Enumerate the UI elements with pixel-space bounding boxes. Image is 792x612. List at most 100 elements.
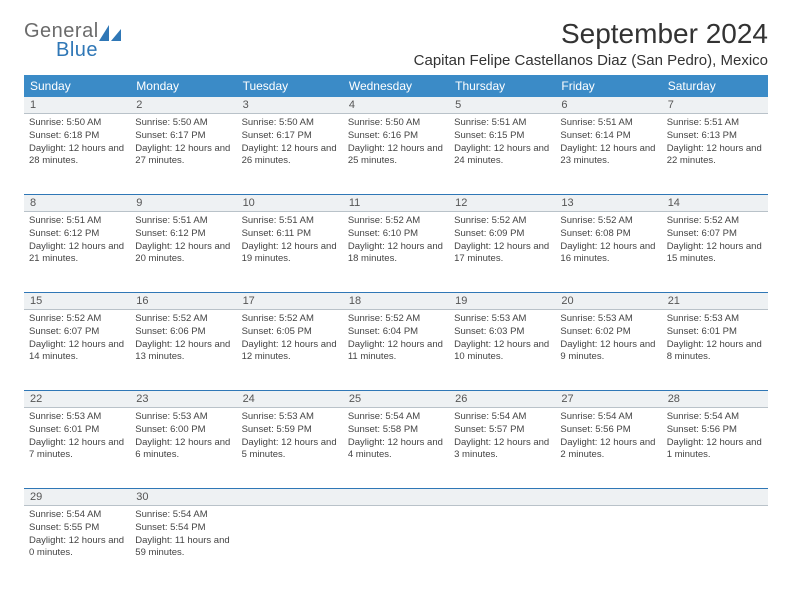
day-number: 30 bbox=[130, 489, 236, 505]
daylight-line: Daylight: 12 hours and 4 minutes. bbox=[348, 437, 444, 463]
day-cell: Sunrise: 5:54 AMSunset: 5:56 PMDaylight:… bbox=[662, 408, 768, 488]
sunset-line: Sunset: 5:54 PM bbox=[135, 522, 231, 535]
day-cell bbox=[343, 506, 449, 586]
week-block: 15161718192021Sunrise: 5:52 AMSunset: 6:… bbox=[24, 293, 768, 391]
brand-text: General Blue bbox=[24, 22, 99, 60]
sunrise-line: Sunrise: 5:54 AM bbox=[29, 509, 125, 522]
sunrise-line: Sunrise: 5:52 AM bbox=[454, 215, 550, 228]
day-number: 18 bbox=[343, 293, 449, 309]
day-cell: Sunrise: 5:51 AMSunset: 6:12 PMDaylight:… bbox=[24, 212, 130, 292]
sunrise-line: Sunrise: 5:50 AM bbox=[29, 117, 125, 130]
day-cell: Sunrise: 5:54 AMSunset: 5:56 PMDaylight:… bbox=[555, 408, 661, 488]
day-cell: Sunrise: 5:53 AMSunset: 6:02 PMDaylight:… bbox=[555, 310, 661, 390]
sunset-line: Sunset: 5:57 PM bbox=[454, 424, 550, 437]
day-number bbox=[662, 489, 768, 505]
dow-cell: Friday bbox=[555, 75, 661, 97]
daylight-line: Daylight: 12 hours and 1 minutes. bbox=[667, 437, 763, 463]
daylight-line: Daylight: 12 hours and 14 minutes. bbox=[29, 339, 125, 365]
daylight-line: Daylight: 12 hours and 0 minutes. bbox=[29, 535, 125, 561]
dow-cell: Wednesday bbox=[343, 75, 449, 97]
day-number: 28 bbox=[662, 391, 768, 407]
day-number: 8 bbox=[24, 195, 130, 211]
daylight-line: Daylight: 12 hours and 6 minutes. bbox=[135, 437, 231, 463]
title-block: September 2024 Capitan Felipe Castellano… bbox=[414, 18, 768, 69]
day-number: 4 bbox=[343, 97, 449, 113]
daylight-line: Daylight: 12 hours and 16 minutes. bbox=[560, 241, 656, 267]
daylight-line: Daylight: 12 hours and 3 minutes. bbox=[454, 437, 550, 463]
daylight-line: Daylight: 12 hours and 18 minutes. bbox=[348, 241, 444, 267]
sunset-line: Sunset: 6:17 PM bbox=[135, 130, 231, 143]
sunrise-line: Sunrise: 5:52 AM bbox=[135, 313, 231, 326]
day-number bbox=[449, 489, 555, 505]
sunrise-line: Sunrise: 5:53 AM bbox=[560, 313, 656, 326]
sunrise-line: Sunrise: 5:51 AM bbox=[29, 215, 125, 228]
dow-cell: Saturday bbox=[662, 75, 768, 97]
day-cell: Sunrise: 5:54 AMSunset: 5:55 PMDaylight:… bbox=[24, 506, 130, 586]
daylight-line: Daylight: 12 hours and 9 minutes. bbox=[560, 339, 656, 365]
daylight-line: Daylight: 12 hours and 22 minutes. bbox=[667, 143, 763, 169]
day-number: 10 bbox=[237, 195, 343, 211]
sunset-line: Sunset: 5:56 PM bbox=[667, 424, 763, 437]
sunset-line: Sunset: 6:02 PM bbox=[560, 326, 656, 339]
day-cell: Sunrise: 5:53 AMSunset: 6:03 PMDaylight:… bbox=[449, 310, 555, 390]
dow-cell: Sunday bbox=[24, 75, 130, 97]
week-block: 1234567Sunrise: 5:50 AMSunset: 6:18 PMDa… bbox=[24, 97, 768, 195]
week-row: Sunrise: 5:50 AMSunset: 6:18 PMDaylight:… bbox=[24, 114, 768, 195]
day-number: 5 bbox=[449, 97, 555, 113]
sunrise-line: Sunrise: 5:52 AM bbox=[560, 215, 656, 228]
dow-cell: Tuesday bbox=[237, 75, 343, 97]
sunset-line: Sunset: 6:06 PM bbox=[135, 326, 231, 339]
header-row: General Blue September 2024 Capitan Feli… bbox=[24, 18, 768, 69]
sunrise-line: Sunrise: 5:53 AM bbox=[454, 313, 550, 326]
week-row: Sunrise: 5:53 AMSunset: 6:01 PMDaylight:… bbox=[24, 408, 768, 489]
daylight-line: Daylight: 12 hours and 11 minutes. bbox=[348, 339, 444, 365]
sunrise-line: Sunrise: 5:54 AM bbox=[135, 509, 231, 522]
sunset-line: Sunset: 6:04 PM bbox=[348, 326, 444, 339]
day-number: 9 bbox=[130, 195, 236, 211]
day-number: 7 bbox=[662, 97, 768, 113]
daylight-line: Daylight: 12 hours and 27 minutes. bbox=[135, 143, 231, 169]
week-block: 22232425262728Sunrise: 5:53 AMSunset: 6:… bbox=[24, 391, 768, 489]
day-cell: Sunrise: 5:51 AMSunset: 6:15 PMDaylight:… bbox=[449, 114, 555, 194]
sunset-line: Sunset: 6:12 PM bbox=[135, 228, 231, 241]
sunset-line: Sunset: 5:56 PM bbox=[560, 424, 656, 437]
sunrise-line: Sunrise: 5:52 AM bbox=[348, 215, 444, 228]
day-cell: Sunrise: 5:50 AMSunset: 6:16 PMDaylight:… bbox=[343, 114, 449, 194]
day-cell: Sunrise: 5:51 AMSunset: 6:11 PMDaylight:… bbox=[237, 212, 343, 292]
sunrise-line: Sunrise: 5:54 AM bbox=[560, 411, 656, 424]
daylight-line: Daylight: 12 hours and 10 minutes. bbox=[454, 339, 550, 365]
sunset-line: Sunset: 6:01 PM bbox=[667, 326, 763, 339]
day-number: 17 bbox=[237, 293, 343, 309]
daylight-line: Daylight: 12 hours and 17 minutes. bbox=[454, 241, 550, 267]
day-number: 21 bbox=[662, 293, 768, 309]
day-number: 15 bbox=[24, 293, 130, 309]
sunset-line: Sunset: 6:05 PM bbox=[242, 326, 338, 339]
day-cell: Sunrise: 5:54 AMSunset: 5:54 PMDaylight:… bbox=[130, 506, 236, 586]
sunrise-line: Sunrise: 5:53 AM bbox=[29, 411, 125, 424]
daylight-line: Daylight: 12 hours and 28 minutes. bbox=[29, 143, 125, 169]
sunrise-line: Sunrise: 5:50 AM bbox=[135, 117, 231, 130]
day-number: 19 bbox=[449, 293, 555, 309]
sunset-line: Sunset: 6:15 PM bbox=[454, 130, 550, 143]
sunset-line: Sunset: 6:16 PM bbox=[348, 130, 444, 143]
day-cell bbox=[237, 506, 343, 586]
sunrise-line: Sunrise: 5:51 AM bbox=[454, 117, 550, 130]
day-number: 23 bbox=[130, 391, 236, 407]
day-number: 27 bbox=[555, 391, 661, 407]
day-number: 3 bbox=[237, 97, 343, 113]
sunset-line: Sunset: 6:07 PM bbox=[667, 228, 763, 241]
week-block: 891011121314Sunrise: 5:51 AMSunset: 6:12… bbox=[24, 195, 768, 293]
day-number: 22 bbox=[24, 391, 130, 407]
sunset-line: Sunset: 5:55 PM bbox=[29, 522, 125, 535]
day-cell: Sunrise: 5:53 AMSunset: 6:01 PMDaylight:… bbox=[24, 408, 130, 488]
day-number: 12 bbox=[449, 195, 555, 211]
sunrise-line: Sunrise: 5:52 AM bbox=[348, 313, 444, 326]
sunset-line: Sunset: 5:58 PM bbox=[348, 424, 444, 437]
weeks-container: 1234567Sunrise: 5:50 AMSunset: 6:18 PMDa… bbox=[24, 97, 768, 586]
dow-cell: Thursday bbox=[449, 75, 555, 97]
daylight-line: Daylight: 12 hours and 24 minutes. bbox=[454, 143, 550, 169]
day-cell bbox=[662, 506, 768, 586]
sunrise-line: Sunrise: 5:51 AM bbox=[560, 117, 656, 130]
day-number: 13 bbox=[555, 195, 661, 211]
sunrise-line: Sunrise: 5:54 AM bbox=[667, 411, 763, 424]
